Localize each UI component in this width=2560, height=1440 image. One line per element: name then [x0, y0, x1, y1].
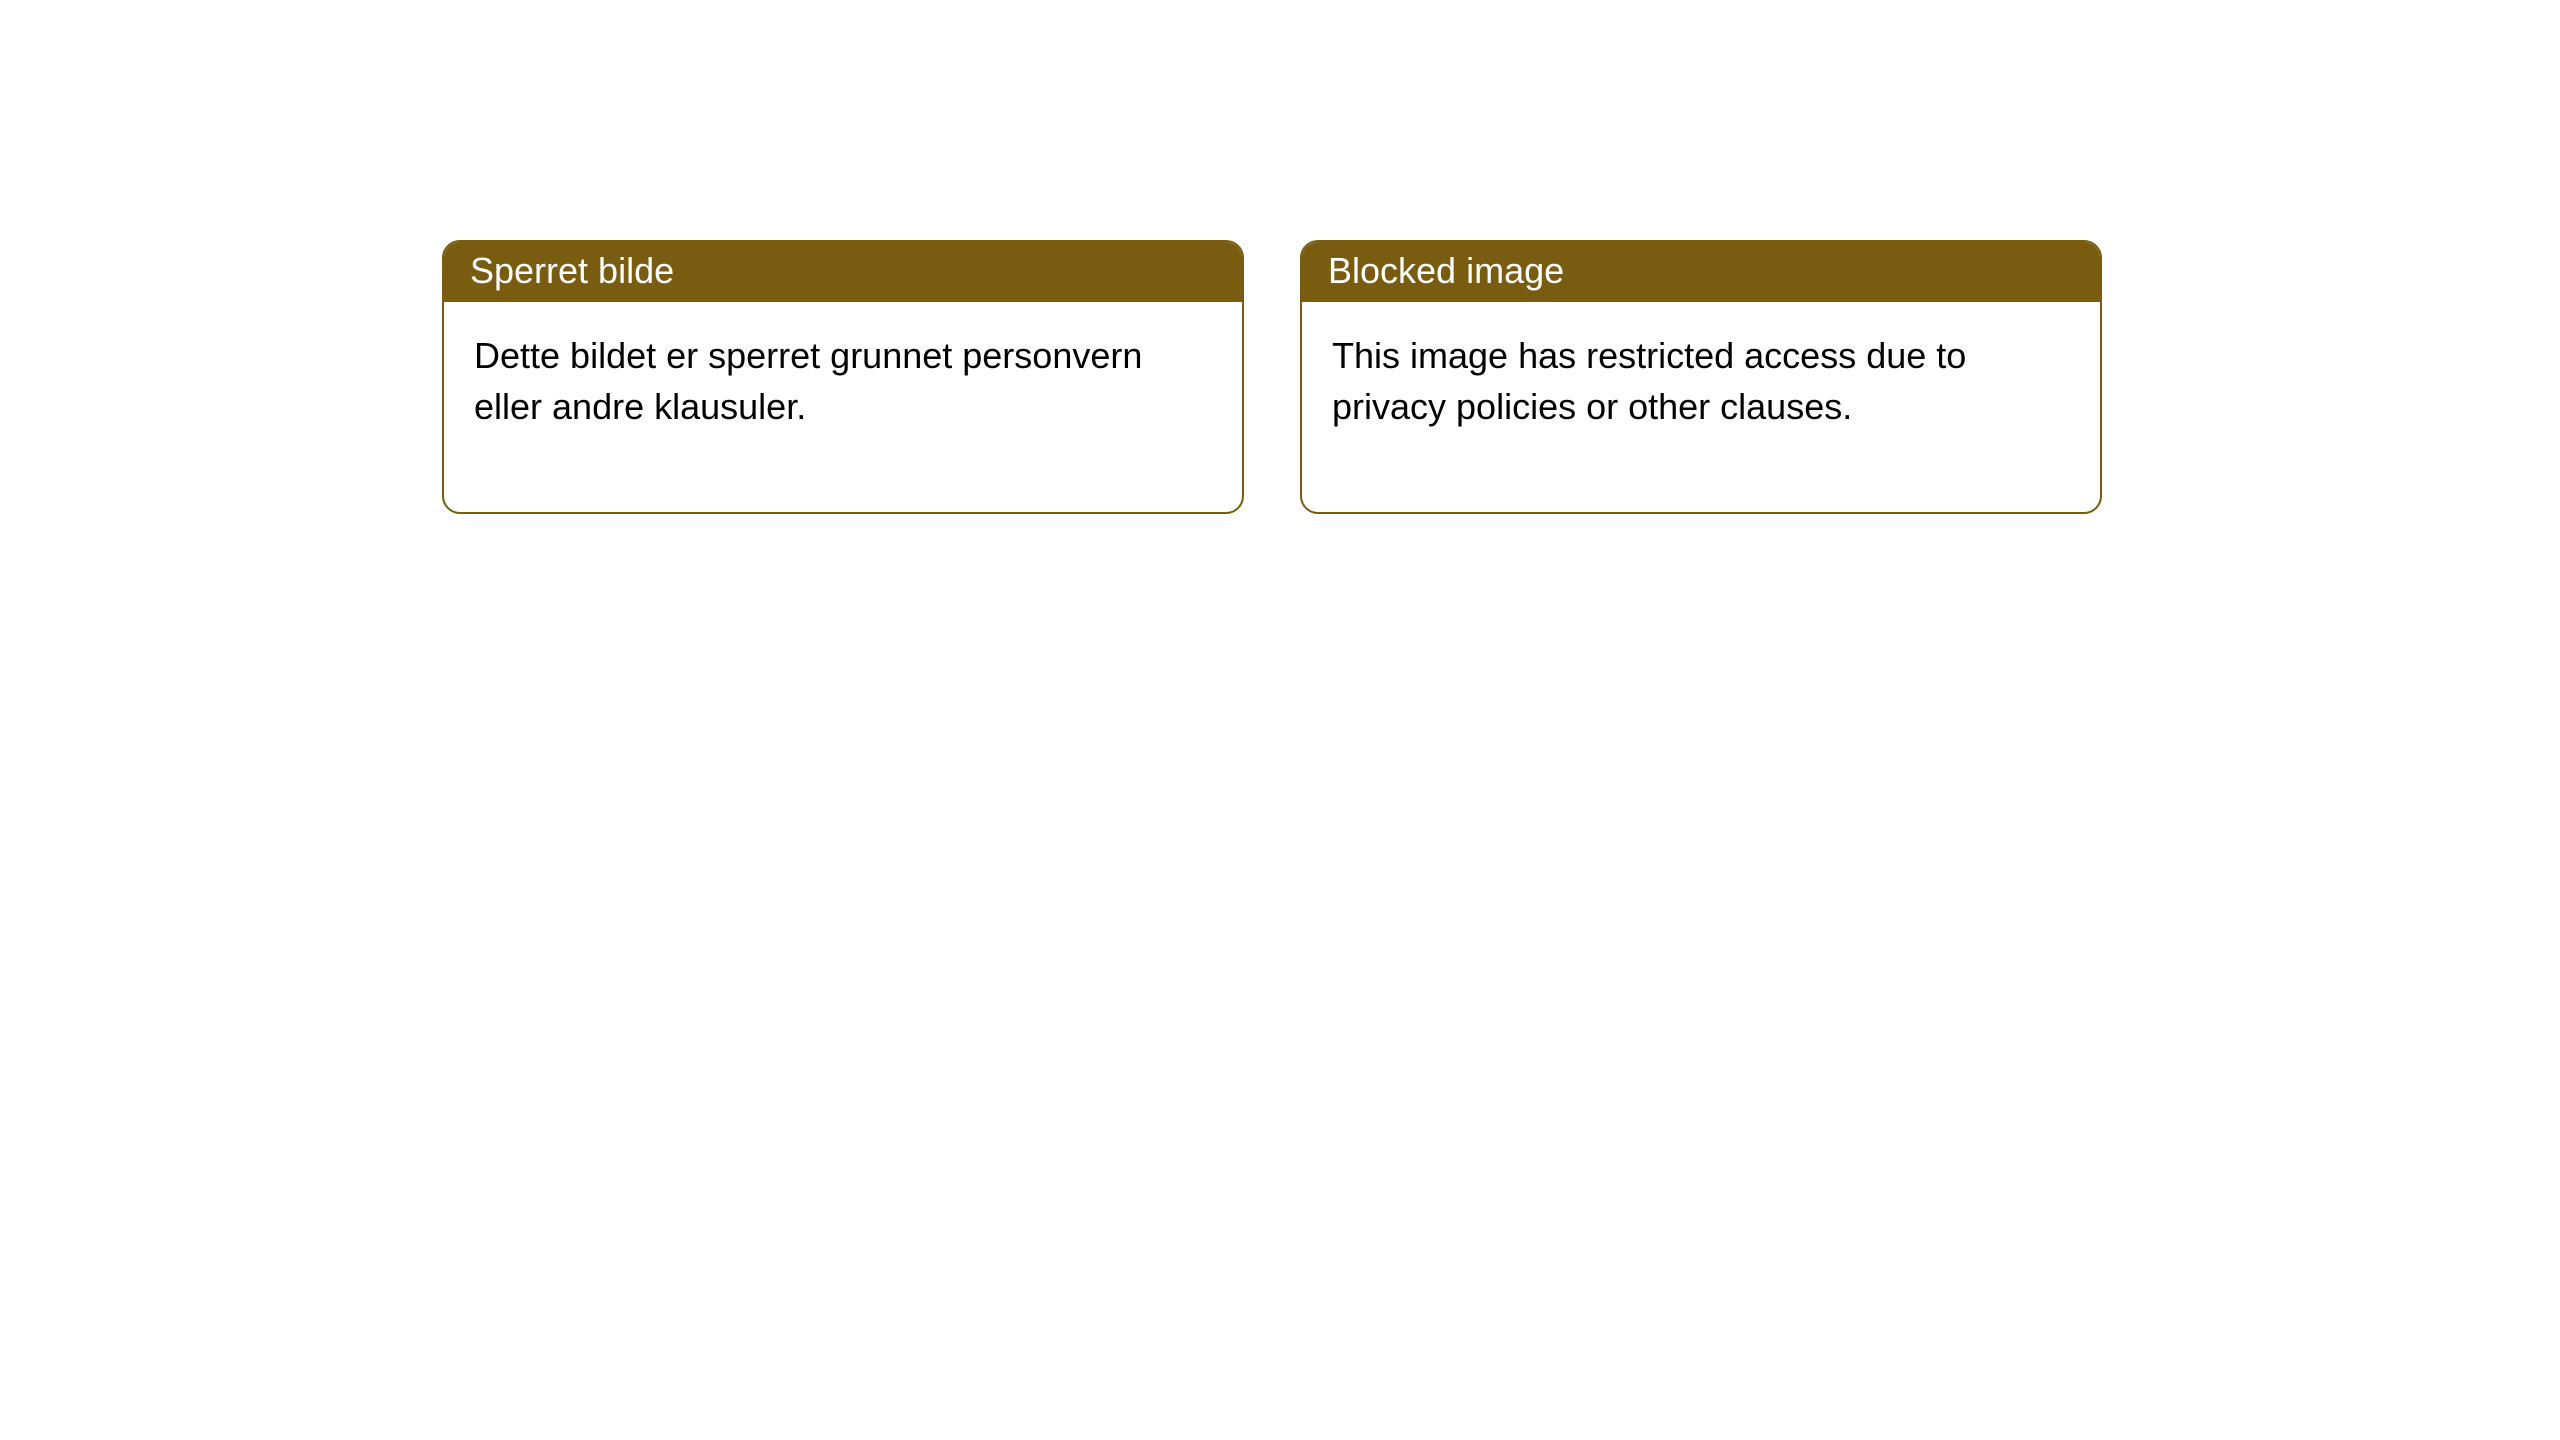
notice-text: This image has restricted access due to …	[1332, 335, 1966, 427]
notice-body-en: This image has restricted access due to …	[1302, 302, 2100, 512]
notice-title: Blocked image	[1328, 250, 1564, 291]
notice-body-no: Dette bildet er sperret grunnet personve…	[444, 302, 1242, 512]
notice-text: Dette bildet er sperret grunnet personve…	[474, 335, 1142, 427]
notice-header-no: Sperret bilde	[444, 242, 1242, 302]
notice-card-en: Blocked image This image has restricted …	[1300, 240, 2102, 514]
notice-container: Sperret bilde Dette bildet er sperret gr…	[0, 0, 2560, 514]
notice-card-no: Sperret bilde Dette bildet er sperret gr…	[442, 240, 1244, 514]
notice-title: Sperret bilde	[470, 250, 674, 291]
notice-header-en: Blocked image	[1302, 242, 2100, 302]
